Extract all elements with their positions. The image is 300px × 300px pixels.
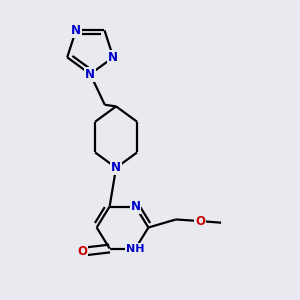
Text: N: N	[111, 161, 121, 174]
Text: N: N	[85, 68, 95, 81]
Text: N: N	[71, 24, 81, 37]
Text: O: O	[195, 214, 205, 228]
Text: O: O	[77, 245, 87, 258]
Text: N: N	[130, 200, 140, 213]
Text: NH: NH	[126, 244, 145, 254]
Text: N: N	[108, 51, 118, 64]
